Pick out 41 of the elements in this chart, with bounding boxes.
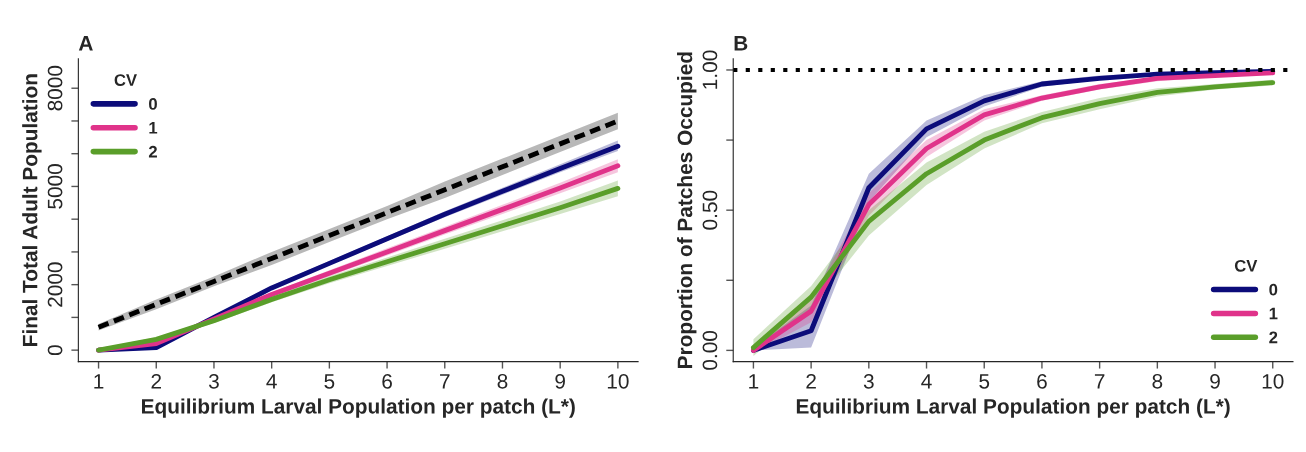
x-tick-label: 3 <box>208 373 219 389</box>
legend-title: CV <box>114 74 137 86</box>
y-tick-label: 5000 <box>47 164 63 209</box>
legend-label: 0 <box>1269 283 1278 296</box>
x-tick-label: 5 <box>979 374 990 389</box>
x-tick-label: 9 <box>1210 373 1220 389</box>
x-tick-label: 1 <box>94 374 104 389</box>
y-tick-label: 0 <box>47 345 63 356</box>
legend-label: 1 <box>1269 307 1278 320</box>
y-axis-title: Final Total Adult Population <box>22 74 42 346</box>
x-tick-label: 1 <box>749 374 759 389</box>
x-axis-title: Equilibrium Larval Population per patch (L*) <box>142 398 575 418</box>
y-tick-label: 1.00 <box>702 50 718 89</box>
y-axis-title: Proportion of Patches Occupied <box>677 52 697 368</box>
legend-label: 2 <box>1269 331 1278 344</box>
x-tick-label: 7 <box>1094 374 1105 389</box>
y-tick-label: 0.50 <box>702 190 718 230</box>
y-tick-label: 0.00 <box>702 330 718 370</box>
y-tick-label: 2000 <box>47 262 63 307</box>
chart-title: A <box>78 36 93 51</box>
x-tick-label: 10 <box>1262 373 1284 389</box>
chart-title: B <box>734 36 748 51</box>
legend-label: 2 <box>148 145 157 158</box>
x-tick-label: 6 <box>382 373 392 389</box>
x-tick-label: 9 <box>555 373 565 389</box>
x-tick-label: 2 <box>151 373 162 389</box>
legend-title: CV <box>1234 259 1258 272</box>
legend-label: 1 <box>149 122 158 134</box>
x-tick-label: 2 <box>806 373 816 389</box>
x-tick-label: 5 <box>324 374 335 389</box>
legend-label: 0 <box>149 98 157 110</box>
x-tick-label: 8 <box>497 373 508 389</box>
x-tick-label: 7 <box>440 374 450 389</box>
x-tick-label: 3 <box>863 373 874 389</box>
x-tick-label: 6 <box>1037 373 1047 389</box>
y-tick-label: 8000 <box>47 65 63 111</box>
x-tick-label: 10 <box>607 373 629 389</box>
x-tick-label: 8 <box>1152 373 1163 389</box>
x-tick-label: 4 <box>921 374 932 389</box>
x-tick-label: 4 <box>266 374 277 389</box>
x-axis-title: Equilibrium Larval Population per patch (L*) <box>796 398 1230 418</box>
